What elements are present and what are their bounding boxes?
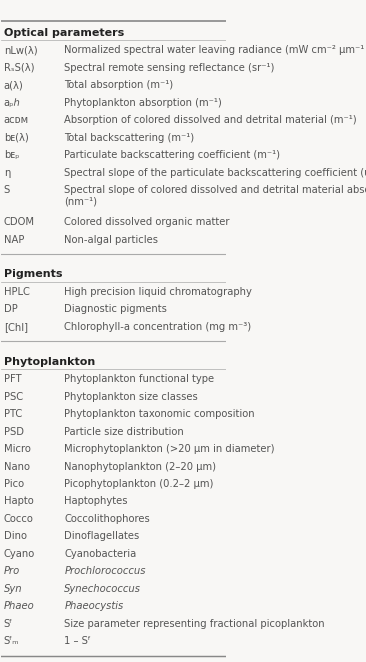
Text: Pro: Pro [4,567,20,577]
Text: High precision liquid chromatography: High precision liquid chromatography [64,287,252,297]
Text: Dino: Dino [4,532,27,542]
Text: a(λ): a(λ) [4,80,23,91]
Text: Colored dissolved organic matter: Colored dissolved organic matter [64,217,230,227]
Text: [Chl]: [Chl] [4,322,28,332]
Text: Cyanobacteria: Cyanobacteria [64,549,137,559]
Text: aₚℎ: aₚℎ [4,98,20,108]
Text: Non-algal particles: Non-algal particles [64,234,158,245]
Text: Dinoflagellates: Dinoflagellates [64,532,139,542]
Text: η: η [4,167,10,177]
Text: Nano: Nano [4,461,30,471]
Text: nLw(λ): nLw(λ) [4,46,37,56]
Text: Spectral slope of colored dissolved and detrital material absorption
(nm⁻¹): Spectral slope of colored dissolved and … [64,185,366,207]
Text: PSD: PSD [4,426,24,437]
Text: Spectral slope of the particulate backscattering coefficient (unitless): Spectral slope of the particulate backsc… [64,167,366,177]
Text: Phytoplankton absorption (m⁻¹): Phytoplankton absorption (m⁻¹) [64,98,222,108]
Text: Phaeocystis: Phaeocystis [64,601,123,611]
Text: Nanophytoplankton (2–20 μm): Nanophytoplankton (2–20 μm) [64,461,216,471]
Text: Pico: Pico [4,479,24,489]
Text: CDOM: CDOM [4,217,35,227]
Text: Sᶠₘ: Sᶠₘ [4,636,19,646]
Text: Microphytoplankton (>20 μm in diameter): Microphytoplankton (>20 μm in diameter) [64,444,275,454]
Text: Absorption of colored dissolved and detrital material (m⁻¹): Absorption of colored dissolved and detr… [64,115,357,125]
Text: NAP: NAP [4,234,24,245]
Text: bᴇₚ: bᴇₚ [4,150,19,160]
Text: Micro: Micro [4,444,30,454]
Text: Total absorption (m⁻¹): Total absorption (m⁻¹) [64,80,173,91]
Text: Coccolithophores: Coccolithophores [64,514,150,524]
Text: DP: DP [4,305,17,314]
Text: Hapto: Hapto [4,496,33,506]
Text: S: S [4,185,10,195]
Text: PSC: PSC [4,392,23,402]
Text: Haptophytes: Haptophytes [64,496,128,506]
Text: Sᶠ: Sᶠ [4,619,13,629]
Text: Optical parameters: Optical parameters [4,28,124,38]
Text: Picophytoplankton (0.2–2 μm): Picophytoplankton (0.2–2 μm) [64,479,214,489]
Text: bᴇ(λ): bᴇ(λ) [4,133,29,143]
Text: Cocco: Cocco [4,514,34,524]
Text: RₛS(λ): RₛS(λ) [4,63,34,73]
Text: Phytoplankton: Phytoplankton [4,357,95,367]
Text: Syn: Syn [4,584,22,594]
Text: Phytoplankton functional type: Phytoplankton functional type [64,374,214,384]
Text: Chlorophyll-a concentration (mg m⁻³): Chlorophyll-a concentration (mg m⁻³) [64,322,251,332]
Text: Particulate backscattering coefficient (m⁻¹): Particulate backscattering coefficient (… [64,150,280,160]
Text: Pigments: Pigments [4,269,62,279]
Text: Diagnostic pigments: Diagnostic pigments [64,305,167,314]
Text: Spectral remote sensing reflectance (sr⁻¹): Spectral remote sensing reflectance (sr⁻… [64,63,274,73]
Text: Cyano: Cyano [4,549,35,559]
Text: Total backscattering (m⁻¹): Total backscattering (m⁻¹) [64,133,194,143]
Text: Synechococcus: Synechococcus [64,584,141,594]
Text: Particle size distribution: Particle size distribution [64,426,184,437]
Text: Size parameter representing fractional picoplankton: Size parameter representing fractional p… [64,619,325,629]
Text: Phaeo: Phaeo [4,601,34,611]
Text: Phytoplankton size classes: Phytoplankton size classes [64,392,198,402]
Text: PTC: PTC [4,409,22,419]
Text: aᴄᴅᴍ: aᴄᴅᴍ [4,115,29,125]
Text: PFT: PFT [4,374,21,384]
Text: Phytoplankton taxonomic composition: Phytoplankton taxonomic composition [64,409,255,419]
Text: Normalized spectral water leaving radiance (mW cm⁻² μm⁻¹ sr⁻¹): Normalized spectral water leaving radian… [64,46,366,56]
Text: Prochlorococcus: Prochlorococcus [64,567,146,577]
Text: HPLC: HPLC [4,287,30,297]
Text: 1 – Sᶠ: 1 – Sᶠ [64,636,91,646]
